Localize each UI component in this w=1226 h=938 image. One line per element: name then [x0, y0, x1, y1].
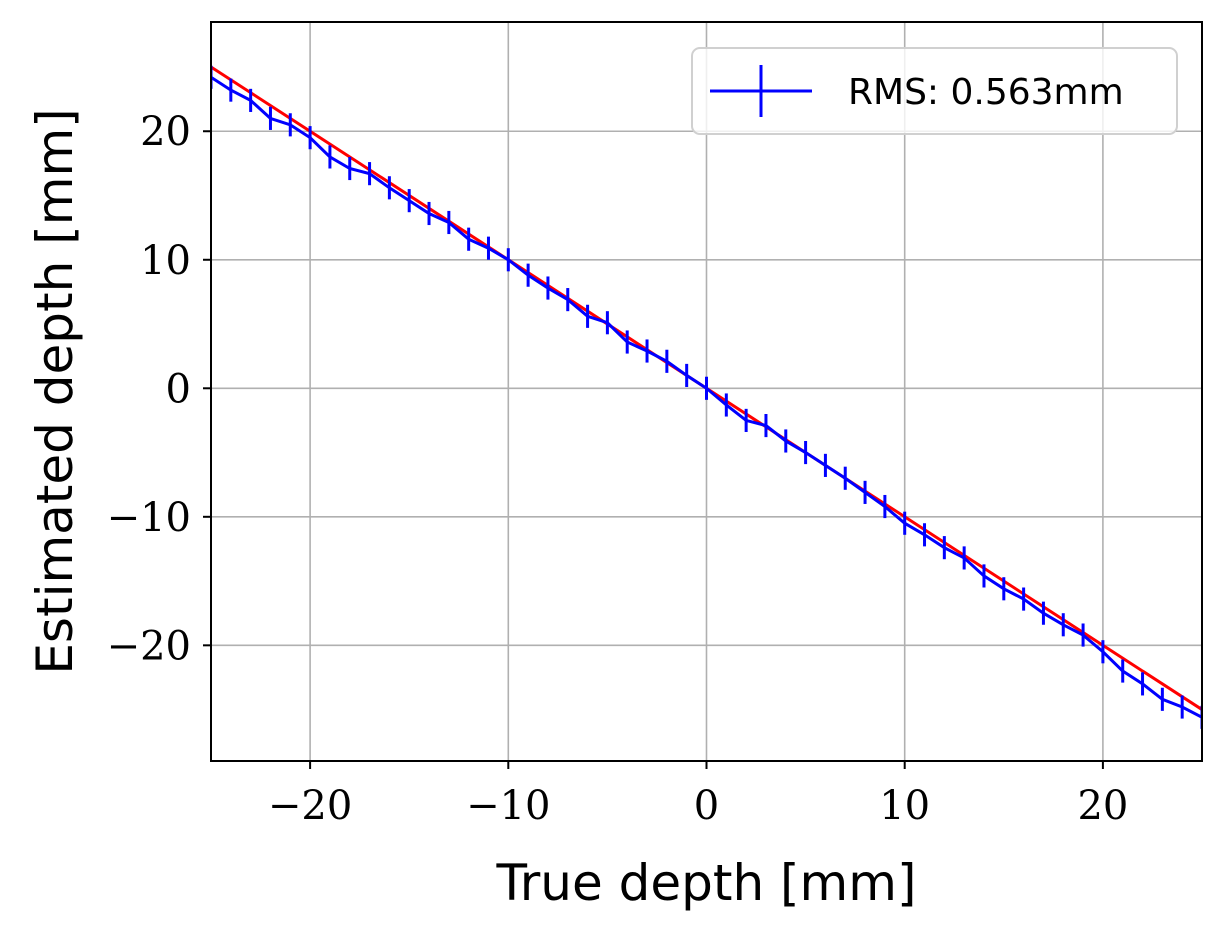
- legend: RMS: 0.563mm: [691, 47, 1178, 135]
- y-tick-label: 20: [140, 109, 191, 155]
- series-group: [211, 65, 1202, 729]
- x-tick-label: −20: [268, 783, 352, 829]
- y-axis-label: Estimated depth [mm]: [26, 108, 84, 674]
- legend-label: RMS: 0.563mm: [848, 72, 1124, 113]
- y-tick-label: −20: [107, 623, 191, 669]
- x-tick-label: −10: [466, 783, 550, 829]
- plot-area: [211, 65, 1202, 729]
- ticks: −20 −10 0 10 20 −20 −10 0 10 20: [107, 109, 1129, 829]
- x-tick-label: 10: [879, 783, 930, 829]
- legend-box: [691, 47, 1178, 135]
- x-tick-label: 20: [1077, 783, 1128, 829]
- y-tick-label: 10: [140, 238, 191, 284]
- y-tick-label: 0: [166, 366, 191, 412]
- x-axis-label: True depth [mm]: [496, 854, 917, 912]
- x-tick-label: 0: [694, 783, 719, 829]
- y-tick-label: −10: [107, 495, 191, 541]
